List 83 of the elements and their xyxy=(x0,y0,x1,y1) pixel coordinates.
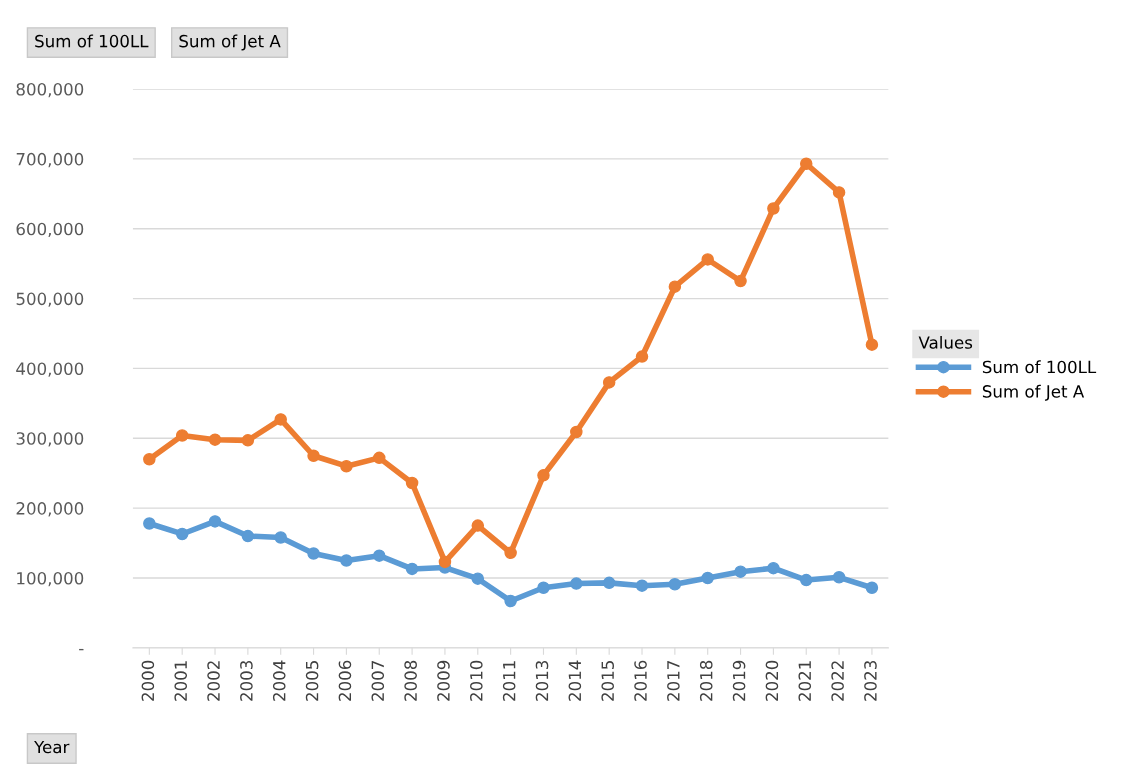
point xyxy=(274,413,287,426)
x-tick-label: 2023 xyxy=(864,660,877,701)
x-tick-label: 2006 xyxy=(338,660,352,701)
x-tick-label: 2008 xyxy=(404,660,417,701)
x-tick-label: 2020 xyxy=(765,660,779,701)
point xyxy=(307,449,320,462)
point xyxy=(241,529,255,543)
point xyxy=(635,579,649,592)
point xyxy=(701,253,714,266)
y-tick-label: 500,000 xyxy=(16,292,84,307)
point xyxy=(405,476,419,490)
point xyxy=(701,571,714,585)
point xyxy=(504,594,517,608)
point xyxy=(307,547,320,560)
point xyxy=(373,451,386,465)
point xyxy=(143,452,156,466)
x-tick-label: 2021 xyxy=(798,661,812,701)
point xyxy=(274,531,287,544)
point xyxy=(471,572,485,585)
y-tick-label: 100,000 xyxy=(17,571,84,587)
x-tick-label: 2009 xyxy=(437,660,450,701)
point xyxy=(340,459,353,473)
point xyxy=(668,280,682,293)
x-tick-label: 2019 xyxy=(732,660,746,701)
point xyxy=(570,425,583,439)
point xyxy=(799,573,813,587)
y-tick-label: 400,000 xyxy=(16,362,84,377)
y-tick-label: 200,000 xyxy=(16,502,84,517)
point xyxy=(438,555,452,569)
point xyxy=(537,581,550,595)
point xyxy=(767,202,780,215)
x-tick-label: 2007 xyxy=(371,661,385,701)
point xyxy=(340,554,353,567)
x-tick-label: 2004 xyxy=(272,660,286,701)
x-tick-label: 2017 xyxy=(667,661,680,701)
point xyxy=(537,469,550,482)
point xyxy=(208,515,222,528)
x-tick-label: 2005 xyxy=(305,661,319,701)
text: Sum of 100LL xyxy=(35,34,149,48)
point xyxy=(767,561,780,575)
point xyxy=(143,517,156,530)
point xyxy=(504,546,517,560)
x-tick-label: 2018 xyxy=(699,660,713,701)
point xyxy=(865,338,879,351)
y-tick-label: 300,000 xyxy=(16,432,84,447)
x-tick-label: 2000 xyxy=(141,660,155,701)
point xyxy=(471,519,485,532)
point xyxy=(175,527,189,541)
x-tick-label: 2001 xyxy=(174,661,188,701)
x-tick-label: 2010 xyxy=(470,660,483,701)
y-tick-label: 600,000 xyxy=(16,222,84,237)
legend-label: Sum of Jet A xyxy=(982,384,1085,401)
y-tick-label: 800,000 xyxy=(16,82,84,98)
x-tick-label: 2011 xyxy=(502,661,516,701)
point xyxy=(602,576,616,590)
point xyxy=(241,434,255,447)
text: Sum of Jet A xyxy=(179,34,281,51)
x-tick-label: 2015 xyxy=(601,661,614,701)
y-tick-label: - xyxy=(79,648,84,651)
x-tick-label: 2014 xyxy=(568,660,582,701)
x-tick-label: 2002 xyxy=(207,661,220,701)
y-tick-label: 700,000 xyxy=(16,152,84,168)
point xyxy=(373,549,386,562)
point xyxy=(635,350,649,363)
point xyxy=(668,578,682,591)
point xyxy=(734,565,747,578)
text: Year xyxy=(34,740,70,754)
point xyxy=(799,157,813,171)
x-tick-label: 2013 xyxy=(535,660,549,701)
point xyxy=(405,562,419,576)
point xyxy=(175,429,189,442)
point xyxy=(570,577,583,590)
legend-label: Sum of 100LL xyxy=(982,360,1097,374)
point xyxy=(602,376,616,389)
x-tick-label: 2022 xyxy=(831,661,844,701)
point xyxy=(865,581,879,595)
point xyxy=(832,571,846,584)
x-tick-label: 2016 xyxy=(634,660,647,701)
point xyxy=(734,274,747,288)
point xyxy=(832,186,846,199)
legend-title: Values xyxy=(918,335,973,349)
x-tick-label: 2003 xyxy=(240,660,253,701)
point xyxy=(208,433,222,446)
